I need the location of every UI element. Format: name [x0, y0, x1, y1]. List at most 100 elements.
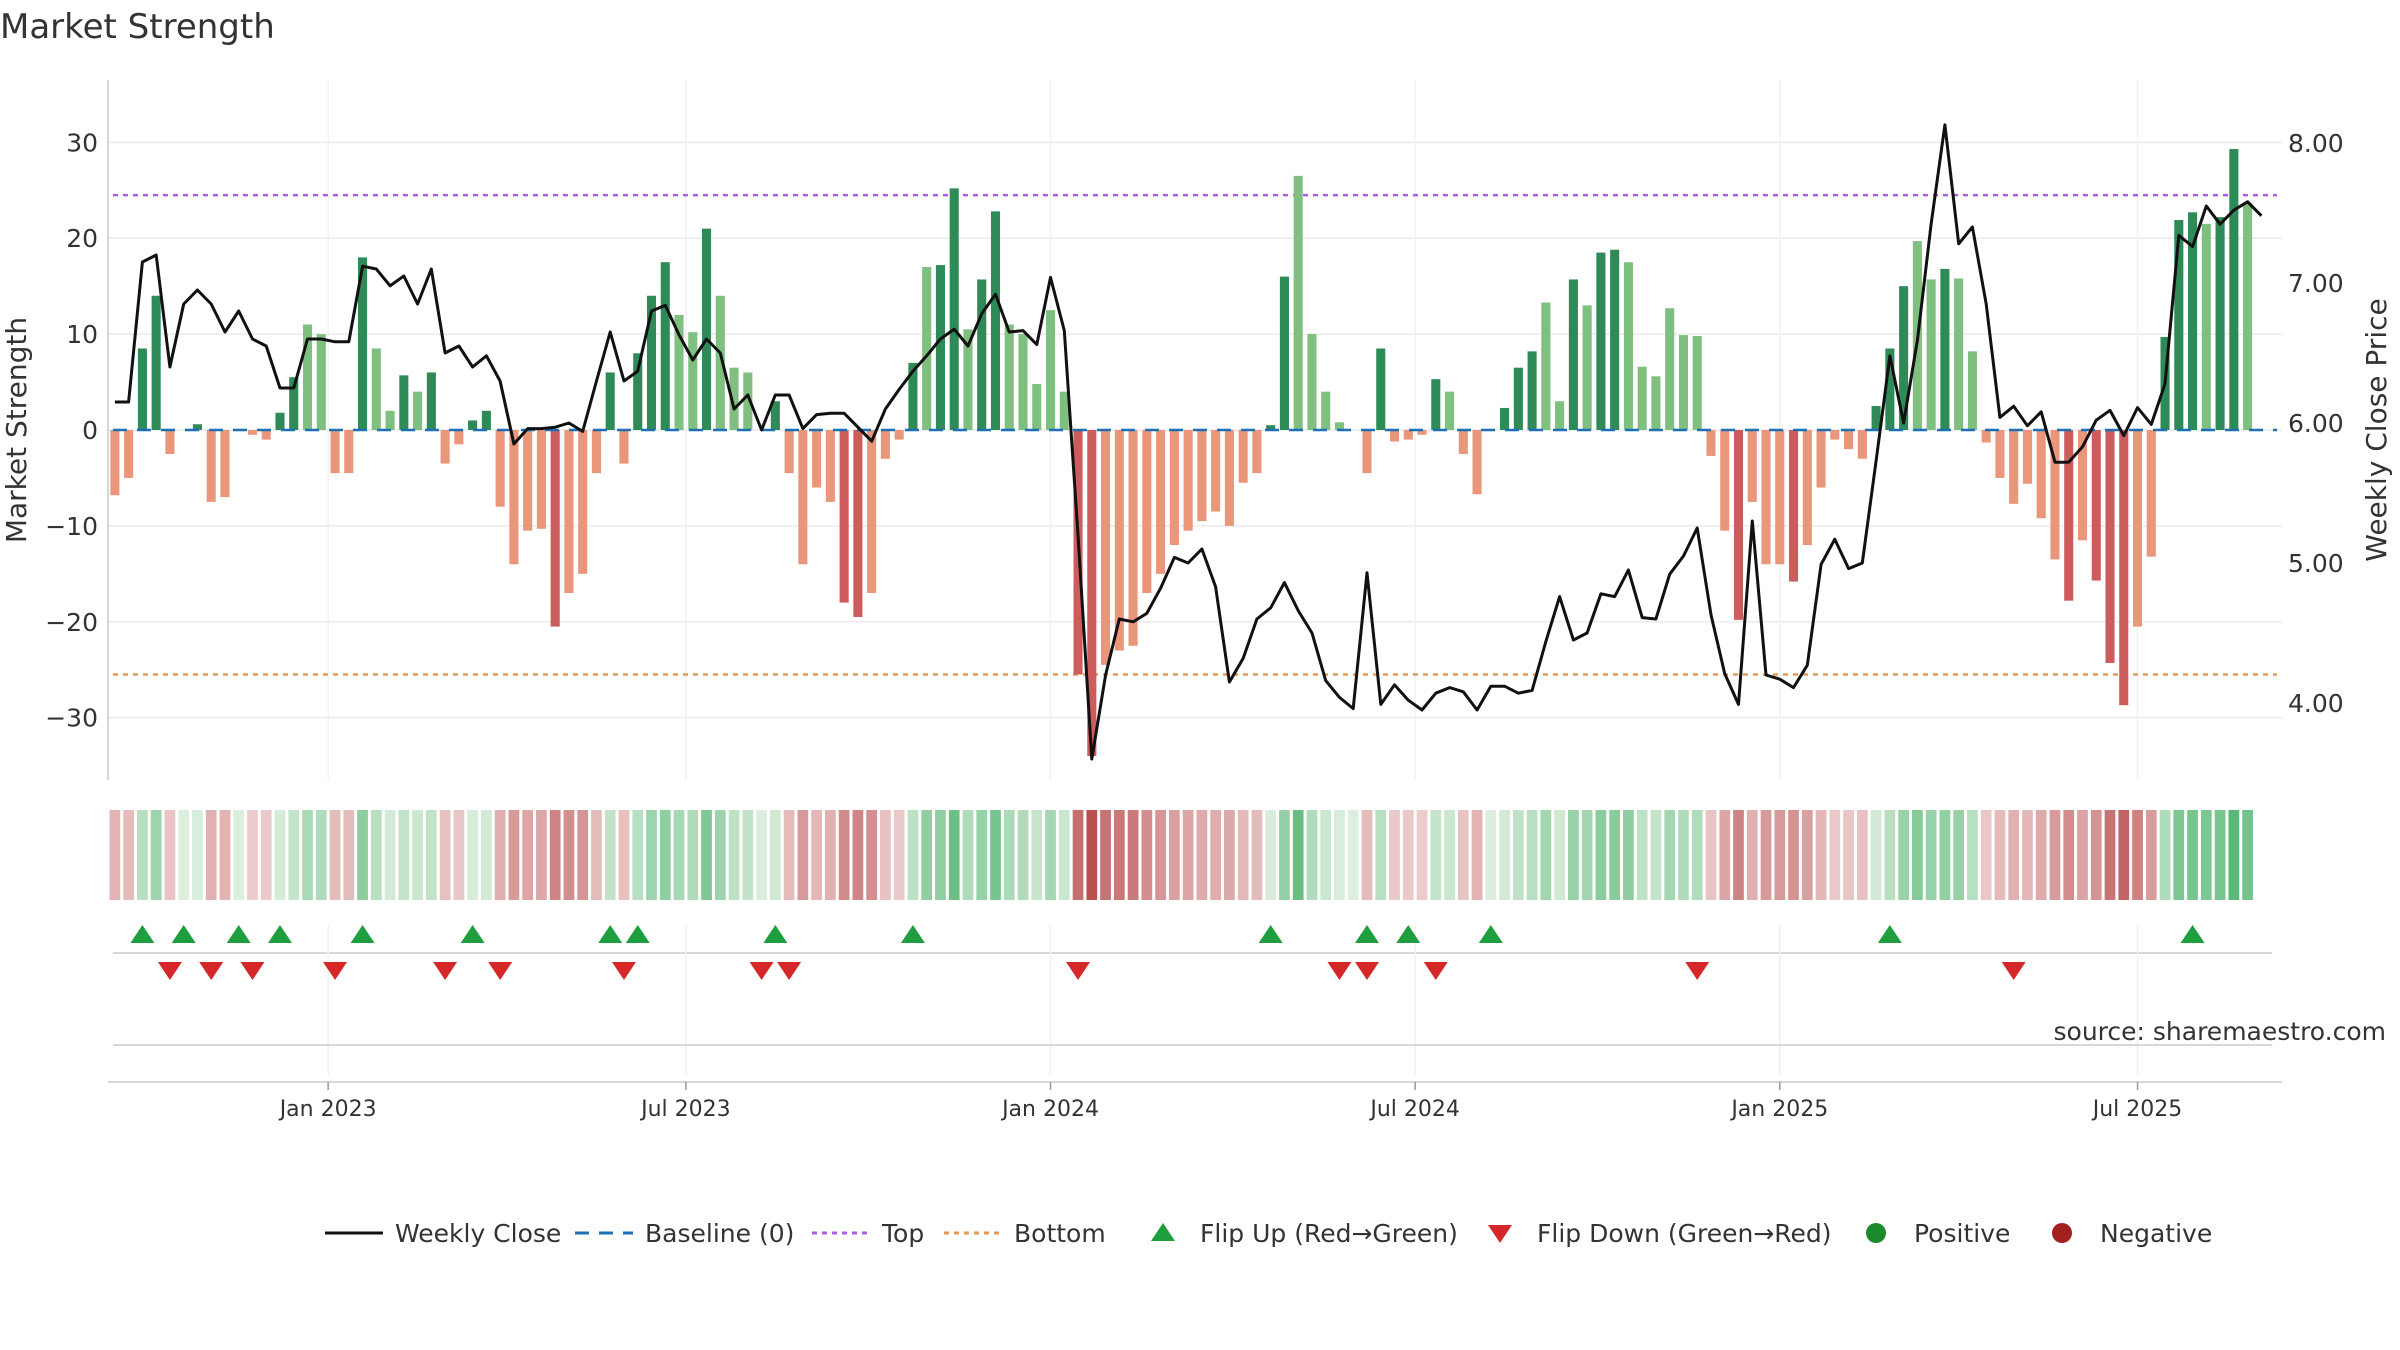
heat-cell	[852, 810, 864, 900]
strength-bar	[1431, 379, 1441, 430]
heat-cell	[2090, 810, 2102, 900]
heat-cell	[412, 810, 423, 900]
x-tick-label: Jan 2025	[1729, 1097, 1828, 1122]
heat-cell	[1347, 810, 1359, 900]
heat-cell	[2173, 810, 2185, 900]
heat-cell	[838, 810, 850, 900]
strength-bar	[151, 295, 161, 430]
heat-cell	[1540, 810, 1552, 900]
heat-cell	[1086, 810, 1098, 900]
heat-cell	[1595, 810, 1607, 900]
heat-cell	[659, 810, 671, 900]
strength-bar	[1637, 366, 1647, 430]
heat-cell	[1072, 810, 1084, 900]
strength-bar	[1334, 422, 1345, 430]
strength-bar	[192, 424, 202, 430]
y2-axis-label: Weekly Close Price	[2360, 298, 2393, 561]
heat-cell	[1691, 810, 1703, 900]
legend-label: Flip Down (Green→Red)	[1537, 1219, 1832, 1248]
legend-item: Baseline (0)	[575, 1219, 794, 1248]
legend: Weekly Close Baseline (0) Top Bottom Flip Up…	[325, 1219, 2212, 1248]
flip-down-marker	[611, 962, 636, 980]
heat-cell	[439, 810, 451, 900]
strength-bar	[1857, 430, 1867, 459]
heat-cell	[1815, 810, 1827, 900]
strength-bar	[1238, 430, 1248, 483]
strength-heat-strip	[109, 810, 2253, 900]
strength-bar	[1747, 430, 1757, 502]
flip-up-marker	[2180, 925, 2205, 943]
heat-cell	[1306, 810, 1318, 900]
heat-cell	[1416, 810, 1428, 900]
strength-bar	[1321, 391, 1331, 430]
strength-bar	[1307, 334, 1317, 430]
heat-cell	[1237, 810, 1249, 900]
heat-cell	[150, 810, 162, 900]
heat-cell	[756, 810, 767, 900]
strength-bar	[316, 334, 326, 430]
strength-bar	[1940, 268, 1950, 430]
heat-cell	[577, 810, 589, 900]
heat-cell	[1719, 810, 1731, 900]
heat-cell	[123, 810, 135, 900]
flip-markers	[113, 925, 2272, 1075]
flip-up-marker	[1354, 925, 1379, 943]
strength-bar	[2229, 149, 2239, 431]
heat-cell	[1788, 810, 1799, 900]
strength-bar	[1665, 308, 1675, 430]
heat-cell	[2228, 810, 2240, 900]
flip-up-marker	[1396, 925, 1421, 943]
strength-bar	[1362, 430, 1372, 474]
strength-bar	[1926, 279, 1936, 430]
heat-cell	[1017, 810, 1029, 900]
heat-cell	[1265, 810, 1277, 900]
strength-bar	[1279, 276, 1289, 430]
flip-down-marker	[488, 962, 513, 980]
heat-cell	[2200, 810, 2212, 900]
heat-cell	[1650, 810, 1662, 900]
y2-tick-label: 4.00	[2288, 689, 2344, 718]
strength-bar	[1389, 430, 1400, 442]
flip-down-marker	[2001, 962, 2026, 980]
strength-bar	[1967, 351, 1977, 430]
flip-up-marker	[1877, 925, 1902, 943]
strength-bar	[701, 228, 712, 430]
strength-bar	[426, 372, 436, 430]
strength-bar	[247, 430, 258, 435]
heat-cell	[742, 810, 754, 900]
strength-bar	[509, 430, 519, 565]
heat-cell	[2063, 810, 2075, 900]
strength-bar	[1582, 305, 1592, 430]
heat-cell	[549, 810, 561, 900]
strength-bar	[1032, 383, 1042, 430]
heat-cell	[329, 810, 341, 900]
strength-bar	[454, 430, 464, 445]
heat-cell	[1967, 810, 1978, 900]
y-tick-label: 20	[66, 224, 98, 253]
heat-cell	[2132, 810, 2143, 900]
strength-bar	[550, 430, 560, 627]
strength-bar	[1775, 430, 1785, 565]
flip-up-marker	[900, 925, 925, 943]
heat-cell	[1113, 810, 1125, 900]
strength-bar	[399, 375, 409, 430]
strength-bar	[1018, 334, 1028, 430]
flip-down-marker	[749, 962, 774, 980]
strength-bar	[137, 348, 147, 430]
heat-cell	[1678, 810, 1689, 900]
strength-bar	[413, 391, 423, 430]
strength-bar	[1472, 430, 1482, 495]
flip-down-marker	[1354, 962, 1379, 980]
strength-bar	[674, 314, 684, 430]
strength-bar	[1224, 430, 1234, 526]
heat-cell	[825, 810, 836, 900]
strength-bar	[1252, 430, 1262, 474]
strength-bar	[165, 430, 175, 454]
flip-down-marker	[199, 962, 224, 980]
strength-bar	[646, 295, 657, 430]
strength-bar	[1885, 348, 1895, 430]
heat-cell	[453, 810, 465, 900]
heat-cell	[137, 810, 148, 900]
strength-bar	[2077, 430, 2088, 541]
strength-bar	[1458, 430, 1468, 454]
